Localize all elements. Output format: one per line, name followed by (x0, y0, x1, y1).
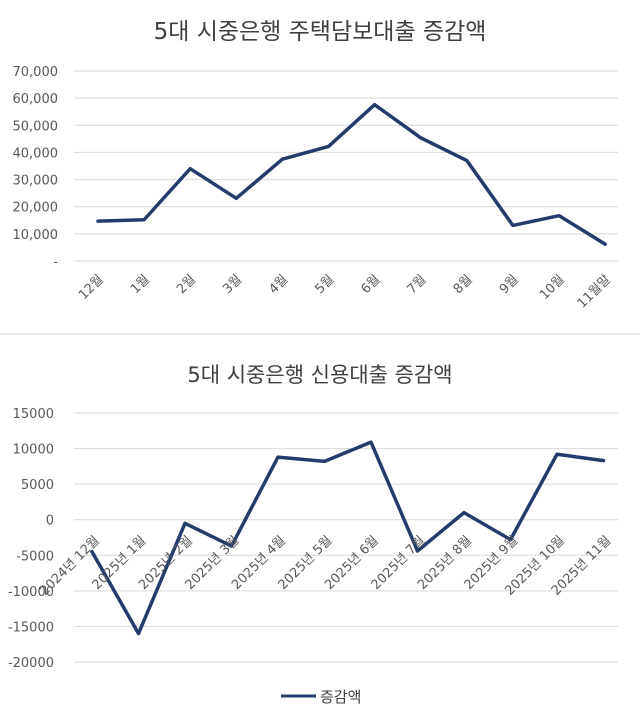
data-point (416, 549, 419, 553)
data-point (276, 455, 280, 459)
y-tick-label: -20000 (8, 656, 54, 671)
y-tick-label: 60,000 (13, 92, 59, 107)
x-tick-label: 2월 (174, 272, 199, 297)
data-point (327, 144, 330, 148)
y-tick-label: 40,000 (13, 146, 59, 161)
x-tick-label: 11월말 (575, 272, 614, 311)
y-tick-label: -10000 (8, 585, 54, 600)
chart-2-gridlines (74, 412, 618, 663)
y-tick-label: 5000 (21, 478, 54, 493)
data-point (509, 538, 512, 542)
series-line (90, 440, 606, 636)
x-tick-label: 8월 (451, 272, 476, 297)
x-tick-label: 7월 (405, 272, 430, 297)
x-tick-label: 10월 (537, 272, 568, 303)
data-point (465, 159, 469, 163)
legend-label: 증감액 (320, 688, 361, 706)
data-point (280, 157, 284, 161)
x-tick-label: 1월 (128, 272, 153, 297)
data-point (96, 219, 100, 223)
data-point (555, 452, 559, 456)
y-tick-label: 70,000 (13, 65, 59, 80)
data-point (142, 218, 146, 222)
y-tick-label: 20,000 (13, 201, 59, 216)
data-point (323, 459, 326, 463)
chart-1-gridlines (74, 70, 618, 262)
x-tick-label: 12월 (76, 272, 107, 303)
x-tick-label: 5월 (312, 272, 337, 297)
y-tick-label: -15000 (8, 620, 54, 635)
chart-2-y-axis: -20000 -15000 -10000 -5000 0 5000 10000 15000 (8, 407, 54, 671)
y-tick-label: 50,000 (13, 119, 59, 134)
x-tick-label: 3월 (220, 272, 245, 297)
chart-2-series (90, 440, 606, 636)
series-line (96, 102, 607, 246)
y-tick-label: -5000 (16, 549, 54, 564)
y-tick-label: - (53, 255, 58, 270)
chart-1: 5대 시중은행 주택담보대출 증감액 - 10,000 20,000 30,000 40… (13, 19, 618, 311)
chart-2-legend: 증감액 (281, 688, 361, 706)
y-tick-label: 15000 (13, 407, 54, 422)
data-point (462, 511, 466, 515)
data-point (137, 632, 140, 636)
chart-1-y-axis: - 10,000 20,000 30,000 40,000 50,000 60,000 70,… (13, 65, 59, 270)
chart-1-series (96, 102, 607, 246)
y-tick-label: 0 (46, 514, 54, 529)
data-point (373, 103, 377, 107)
data-point (234, 196, 238, 200)
data-point (511, 223, 515, 227)
x-tick-label: 9월 (497, 272, 522, 297)
chart-2-title: 5대 시중은행 신용대출 증감액 (187, 363, 452, 387)
x-tick-label: 6월 (359, 272, 384, 297)
chart-1-x-axis: 12월 1월 2월 3월 4월 5월 6월 7월 8월 9월 10월 11월말 (76, 272, 614, 311)
data-point (602, 459, 605, 463)
data-point (90, 550, 94, 554)
data-point (419, 136, 423, 140)
data-point (230, 544, 233, 548)
data-point (557, 214, 561, 218)
chart-2: 5대 시중은행 신용대출 증감액 -20000 -15000 -10000 -5000… (8, 363, 618, 706)
y-tick-label: 10000 (13, 443, 54, 458)
data-point (188, 167, 192, 171)
x-tick-label: 2024년 12월 (37, 533, 103, 599)
chart-1-title: 5대 시중은행 주택담보대출 증감액 (154, 19, 487, 45)
x-tick-label: 4월 (266, 272, 291, 297)
data-point (183, 521, 187, 525)
data-point (603, 242, 607, 246)
y-tick-label: 10,000 (13, 228, 59, 243)
y-tick-label: 30,000 (13, 174, 59, 189)
data-point (369, 440, 373, 444)
